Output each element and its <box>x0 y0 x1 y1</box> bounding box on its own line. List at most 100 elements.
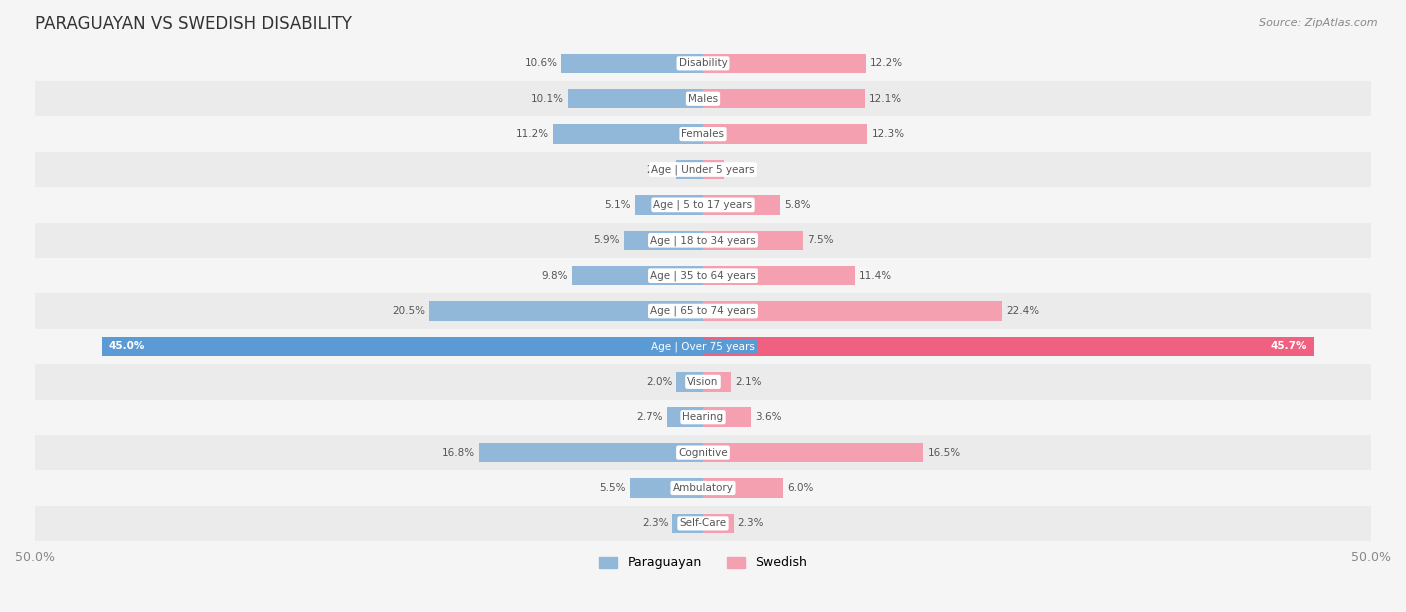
Text: Disability: Disability <box>679 58 727 69</box>
Text: Males: Males <box>688 94 718 104</box>
Bar <box>703 195 780 215</box>
Text: Ambulatory: Ambulatory <box>672 483 734 493</box>
Bar <box>35 46 1371 81</box>
Text: 9.8%: 9.8% <box>541 271 568 281</box>
Bar <box>703 337 1313 356</box>
Bar <box>572 266 703 285</box>
Text: Vision: Vision <box>688 377 718 387</box>
Bar <box>568 89 703 108</box>
Text: Age | 65 to 74 years: Age | 65 to 74 years <box>650 306 756 316</box>
Text: 10.6%: 10.6% <box>524 58 557 69</box>
Text: 11.2%: 11.2% <box>516 129 550 139</box>
Text: Age | 35 to 64 years: Age | 35 to 64 years <box>650 271 756 281</box>
Bar <box>35 81 1371 116</box>
Bar <box>554 124 703 144</box>
Text: 2.0%: 2.0% <box>645 377 672 387</box>
Text: Age | 18 to 34 years: Age | 18 to 34 years <box>650 235 756 245</box>
Bar <box>703 408 751 427</box>
Bar <box>35 364 1371 400</box>
Text: Hearing: Hearing <box>682 412 724 422</box>
Bar <box>35 470 1371 506</box>
Bar <box>676 160 703 179</box>
Bar <box>636 195 703 215</box>
Bar <box>703 231 803 250</box>
Text: Age | Over 75 years: Age | Over 75 years <box>651 341 755 352</box>
Text: 1.6%: 1.6% <box>728 165 755 174</box>
Text: Age | 5 to 17 years: Age | 5 to 17 years <box>654 200 752 210</box>
Text: Females: Females <box>682 129 724 139</box>
Bar <box>35 187 1371 223</box>
Text: 20.5%: 20.5% <box>392 306 425 316</box>
Bar <box>35 116 1371 152</box>
Bar <box>703 54 866 73</box>
Text: 5.9%: 5.9% <box>593 235 620 245</box>
Text: 11.4%: 11.4% <box>859 271 893 281</box>
Text: 45.0%: 45.0% <box>108 341 145 351</box>
Bar <box>676 372 703 392</box>
Text: Age | 5 to 17 years: Age | 5 to 17 years <box>654 200 752 210</box>
Bar <box>703 443 924 462</box>
Text: 2.0%: 2.0% <box>645 165 672 174</box>
Text: Cognitive: Cognitive <box>678 447 728 458</box>
Text: Age | Under 5 years: Age | Under 5 years <box>651 164 755 175</box>
Bar <box>703 301 1002 321</box>
Bar <box>35 223 1371 258</box>
Text: 5.5%: 5.5% <box>599 483 626 493</box>
Text: Females: Females <box>682 129 724 139</box>
Text: Cognitive: Cognitive <box>678 447 728 458</box>
Text: 2.7%: 2.7% <box>637 412 662 422</box>
Bar <box>35 400 1371 435</box>
Bar <box>703 372 731 392</box>
Text: Age | 18 to 34 years: Age | 18 to 34 years <box>650 235 756 245</box>
Bar <box>561 54 703 73</box>
Bar <box>703 478 783 498</box>
Bar <box>703 513 734 533</box>
Bar <box>624 231 703 250</box>
Bar <box>35 435 1371 470</box>
Text: Disability: Disability <box>679 58 727 69</box>
Bar <box>35 152 1371 187</box>
Bar <box>703 89 865 108</box>
Bar <box>703 124 868 144</box>
Text: Vision: Vision <box>688 377 718 387</box>
Bar <box>478 443 703 462</box>
Text: Source: ZipAtlas.com: Source: ZipAtlas.com <box>1260 18 1378 28</box>
Text: Age | 35 to 64 years: Age | 35 to 64 years <box>650 271 756 281</box>
Bar <box>35 506 1371 541</box>
Bar <box>35 329 1371 364</box>
Text: Age | Under 5 years: Age | Under 5 years <box>651 164 755 175</box>
Text: 16.8%: 16.8% <box>441 447 475 458</box>
Text: Self-Care: Self-Care <box>679 518 727 528</box>
Text: 12.1%: 12.1% <box>869 94 901 104</box>
Text: Males: Males <box>688 94 718 104</box>
Text: 16.5%: 16.5% <box>928 447 960 458</box>
Bar <box>703 160 724 179</box>
Legend: Paraguayan, Swedish: Paraguayan, Swedish <box>593 551 813 575</box>
Text: 45.7%: 45.7% <box>1271 341 1306 351</box>
Text: 6.0%: 6.0% <box>787 483 814 493</box>
Text: 2.3%: 2.3% <box>641 518 668 528</box>
Bar <box>35 258 1371 293</box>
Text: Ambulatory: Ambulatory <box>672 483 734 493</box>
Text: Age | 65 to 74 years: Age | 65 to 74 years <box>650 306 756 316</box>
Text: Age | Over 75 years: Age | Over 75 years <box>651 341 755 352</box>
Text: 2.3%: 2.3% <box>738 518 765 528</box>
Bar <box>101 337 703 356</box>
Text: 5.8%: 5.8% <box>785 200 811 210</box>
Text: Hearing: Hearing <box>682 412 724 422</box>
Text: 5.1%: 5.1% <box>605 200 631 210</box>
Text: 7.5%: 7.5% <box>807 235 834 245</box>
Text: 3.6%: 3.6% <box>755 412 782 422</box>
Bar <box>672 513 703 533</box>
Bar <box>429 301 703 321</box>
Text: 2.1%: 2.1% <box>735 377 762 387</box>
Text: 22.4%: 22.4% <box>1007 306 1039 316</box>
Bar <box>666 408 703 427</box>
Text: 12.3%: 12.3% <box>872 129 904 139</box>
Text: 12.2%: 12.2% <box>870 58 903 69</box>
Text: PARAGUAYAN VS SWEDISH DISABILITY: PARAGUAYAN VS SWEDISH DISABILITY <box>35 15 352 33</box>
Bar <box>703 266 855 285</box>
Bar <box>630 478 703 498</box>
Bar <box>35 293 1371 329</box>
Text: 10.1%: 10.1% <box>531 94 564 104</box>
